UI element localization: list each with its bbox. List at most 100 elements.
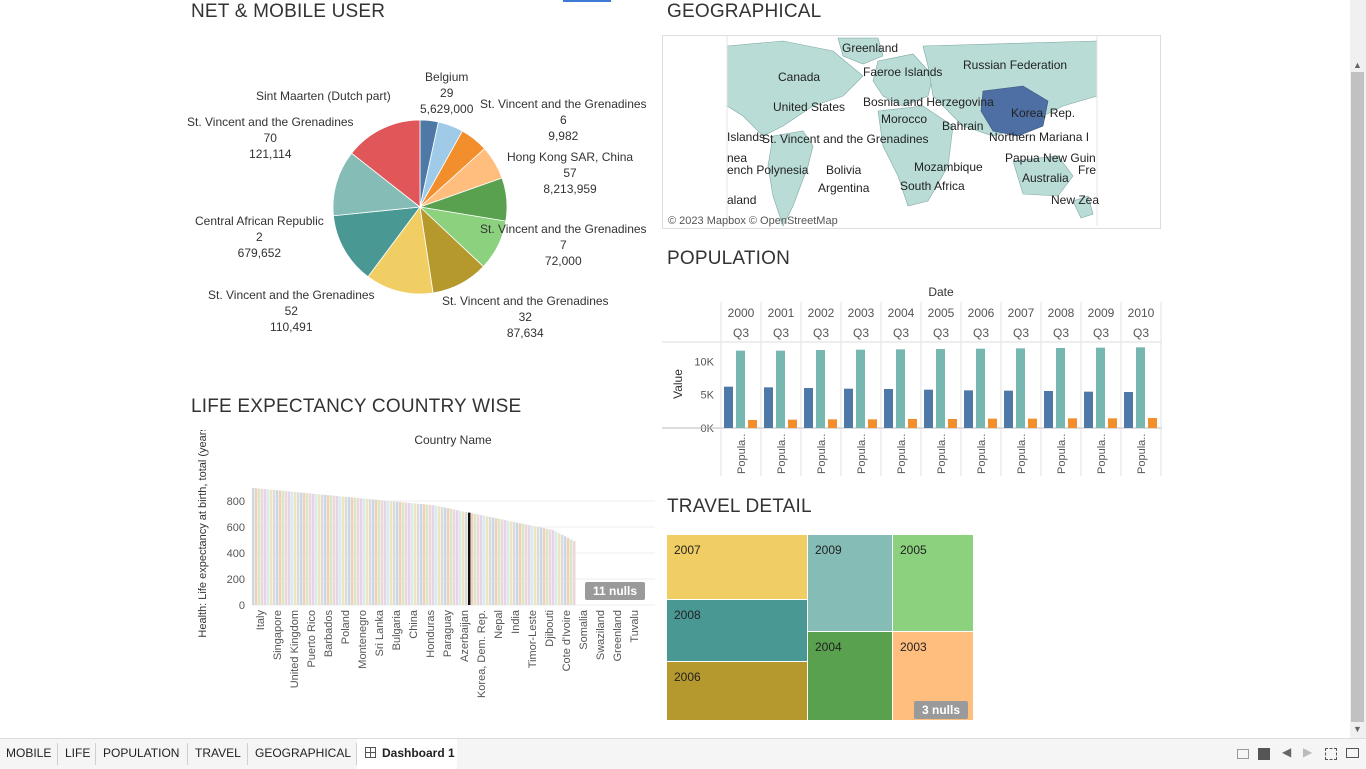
life-bar[interactable] (375, 499, 378, 605)
scrollbar-thumb[interactable] (1351, 72, 1364, 722)
life-bar[interactable] (504, 520, 507, 605)
life-bar[interactable] (369, 499, 372, 605)
life-bar[interactable] (483, 515, 486, 605)
life-bar[interactable] (321, 494, 324, 605)
life-bar[interactable] (267, 489, 270, 605)
life-bar[interactable] (402, 502, 405, 605)
life-bar[interactable] (444, 507, 447, 605)
life-bar[interactable] (396, 501, 399, 605)
pop-bar[interactable] (828, 419, 837, 428)
life-bar[interactable] (480, 515, 483, 605)
life-bar[interactable] (318, 494, 321, 605)
life-bar[interactable] (333, 495, 336, 605)
life-bar[interactable] (411, 503, 414, 605)
life-bar[interactable] (423, 504, 426, 605)
show-sheet-tabs-icon[interactable] (1237, 749, 1249, 759)
life-bar[interactable] (534, 526, 537, 605)
life-bar[interactable] (315, 494, 318, 605)
life-bar[interactable] (543, 528, 546, 605)
life-bar[interactable] (330, 495, 333, 605)
life-bar[interactable] (495, 518, 498, 605)
life-bar[interactable] (570, 539, 573, 605)
life-bar[interactable] (531, 525, 534, 605)
pop-bar[interactable] (724, 386, 733, 428)
life-bar[interactable] (264, 489, 267, 605)
pop-bar[interactable] (948, 419, 957, 428)
pop-bar[interactable] (736, 350, 745, 428)
world-map[interactable] (663, 36, 1162, 230)
tab-travel[interactable]: TRAVEL (195, 746, 241, 760)
life-bar[interactable] (306, 493, 309, 605)
life-bar[interactable] (432, 505, 435, 605)
pop-bar[interactable] (764, 387, 773, 428)
life-bar[interactable] (384, 500, 387, 605)
life-bar[interactable] (312, 493, 315, 605)
life-bar[interactable] (453, 509, 456, 605)
pop-bar[interactable] (908, 419, 917, 428)
life-bar[interactable] (261, 488, 264, 605)
pop-bar[interactable] (1004, 390, 1013, 428)
life-bar[interactable] (519, 523, 522, 605)
life-nulls-badge[interactable]: 11 nulls (585, 582, 646, 600)
pop-bar[interactable] (988, 418, 997, 428)
pop-bar[interactable] (776, 350, 785, 428)
life-bar[interactable] (564, 536, 567, 605)
life-bar[interactable] (273, 490, 276, 605)
life-bar[interactable] (438, 506, 441, 605)
life-bar[interactable] (441, 507, 444, 605)
life-bar[interactable] (546, 528, 549, 605)
life-bar[interactable] (465, 512, 468, 605)
life-bar[interactable] (429, 504, 432, 605)
pop-bar[interactable] (964, 390, 973, 428)
life-bar[interactable] (360, 498, 363, 605)
pop-bar[interactable] (1096, 347, 1105, 428)
life-bar[interactable] (276, 490, 279, 605)
life-bar[interactable] (447, 508, 450, 605)
scroll-up-icon[interactable]: ▲ (1353, 60, 1362, 70)
life-bar[interactable] (456, 510, 459, 605)
life-bar[interactable] (303, 492, 306, 605)
pop-bar[interactable] (1016, 348, 1025, 428)
life-bar[interactable] (525, 524, 528, 605)
life-bar[interactable] (420, 504, 423, 605)
life-bar[interactable] (255, 488, 258, 605)
pop-bar[interactable] (868, 419, 877, 428)
life-bar[interactable] (450, 508, 453, 605)
life-bar[interactable] (294, 492, 297, 605)
pop-bar[interactable] (1044, 391, 1053, 428)
life-bar[interactable] (390, 501, 393, 605)
life-bar[interactable] (372, 499, 375, 605)
life-bar[interactable] (351, 497, 354, 605)
life-bar[interactable] (567, 537, 570, 605)
pop-bar[interactable] (1084, 391, 1093, 428)
life-bar[interactable] (282, 490, 285, 605)
population-bar-chart[interactable]: Date Value 10K 5K 0K 2000 Q3 Popula.. 2001 Q3 P… (662, 280, 1162, 480)
treemap-cell[interactable]: 2006 (667, 662, 807, 720)
life-bar[interactable] (549, 529, 552, 605)
treemap-cell[interactable]: 2008 (667, 600, 807, 661)
life-bar[interactable] (258, 488, 261, 605)
life-bar[interactable] (309, 493, 312, 605)
life-bar[interactable] (327, 495, 330, 605)
life-bar[interactable] (291, 491, 294, 605)
life-bar[interactable] (252, 488, 255, 605)
fit-screen-icon[interactable] (1325, 748, 1337, 760)
pop-bar[interactable] (748, 420, 757, 428)
pop-bar[interactable] (924, 389, 933, 428)
life-bar[interactable] (366, 498, 369, 605)
pop-bar[interactable] (1108, 418, 1117, 428)
life-bar[interactable] (336, 496, 339, 605)
tab-dashboard-active[interactable]: Dashboard 1 (357, 739, 457, 769)
pie-slice[interactable] (351, 119, 421, 208)
life-bar[interactable] (474, 513, 477, 605)
pop-bar[interactable] (844, 388, 853, 428)
life-bar[interactable] (471, 513, 474, 605)
life-bar[interactable] (513, 522, 516, 605)
geo-map-frame[interactable]: Greenland Faeroe Islands Canada Russian … (662, 35, 1161, 229)
tab-mobile[interactable]: MOBILE (6, 746, 52, 760)
scroll-down-icon[interactable]: ▼ (1353, 724, 1362, 734)
pop-bar[interactable] (1148, 418, 1157, 428)
life-bar[interactable] (555, 531, 558, 605)
life-bar[interactable] (357, 498, 360, 605)
life-bar[interactable] (489, 517, 492, 605)
